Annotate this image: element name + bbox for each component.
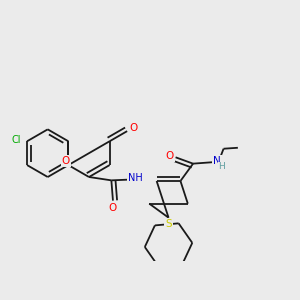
- Text: N: N: [213, 156, 221, 166]
- Text: Cl: Cl: [11, 135, 21, 145]
- Text: O: O: [109, 202, 117, 213]
- Text: O: O: [166, 151, 174, 161]
- Text: O: O: [62, 156, 70, 166]
- Text: H: H: [218, 162, 225, 171]
- Text: NH: NH: [128, 173, 143, 183]
- Text: O: O: [129, 123, 137, 133]
- Text: S: S: [165, 219, 172, 229]
